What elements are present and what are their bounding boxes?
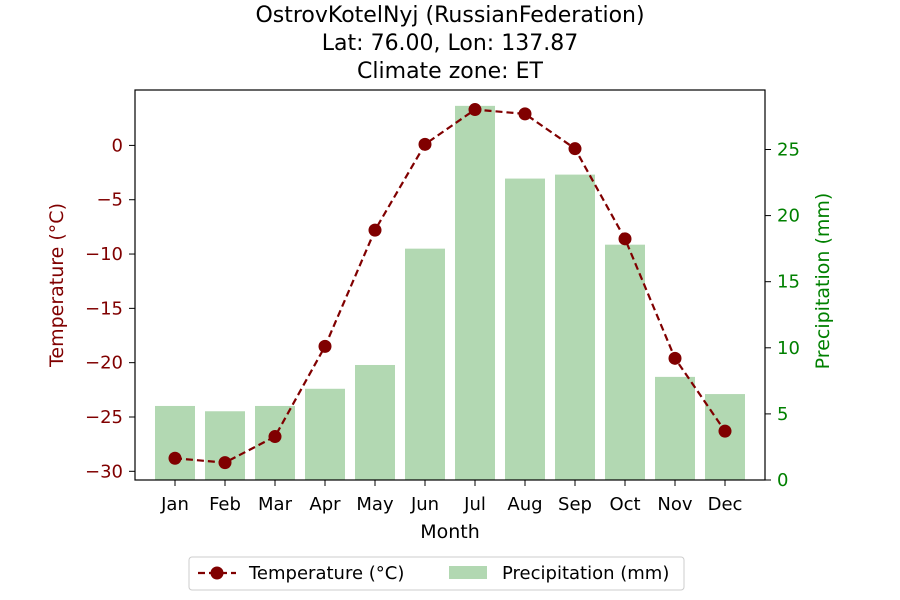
temperature-line — [168, 103, 732, 470]
x-tick-label-may: May — [356, 494, 394, 515]
plot-frame — [134, 89, 766, 481]
y-right-tick-label: 20 — [777, 206, 800, 227]
x-tick-label-apr: Apr — [309, 494, 341, 515]
y-axis-left-label: Temperature (°C) — [46, 203, 68, 368]
chart-title-line-3: Climate zone: ET — [357, 59, 543, 84]
x-axis-label: Month — [420, 521, 480, 543]
y-right-tick-label: 25 — [777, 139, 800, 160]
x-tick-label-dec: Dec — [708, 494, 743, 515]
precipitation-bar-jun — [405, 248, 445, 480]
temperature-point-jun — [418, 137, 432, 151]
x-tick-label-feb: Feb — [209, 494, 241, 515]
legend-frame — [188, 556, 685, 591]
temperature-point-may — [368, 223, 382, 237]
temperature-point-nov — [668, 351, 682, 365]
temperature-point-dec — [718, 424, 732, 438]
legend-precipitation-label: Precipitation (mm) — [502, 563, 669, 584]
precipitation-bar-may — [355, 364, 395, 480]
temperature-point-mar — [268, 430, 282, 444]
x-axis-ticks: Jan Feb Mar Apr May Jun Jul Aug Sep Oct Nov Dec — [160, 480, 742, 515]
y-left-tick-label: −20 — [85, 353, 123, 374]
y-left-tick-label: 0 — [112, 135, 123, 156]
x-tick-label-mar: Mar — [258, 494, 293, 515]
precipitation-bars — [155, 105, 745, 480]
precipitation-bar-feb — [205, 411, 245, 480]
y-right-tick-label: 0 — [777, 470, 788, 491]
chart-title-line-2: Lat: 76.00, Lon: 137.87 — [322, 31, 578, 56]
y-left-tick-label: −10 — [85, 244, 123, 265]
chart-title-line-1: OstrovKotelNyj (RussianFederation) — [255, 3, 644, 28]
x-tick-label-jul: Jul — [463, 494, 486, 515]
y-left-tick-label: −25 — [85, 407, 123, 428]
y-left-tick-label: −15 — [85, 298, 123, 319]
precipitation-bar-jul — [455, 105, 495, 480]
temperature-point-jan — [168, 451, 182, 465]
x-tick-label-sep: Sep — [558, 494, 592, 515]
precipitation-bar-aug — [505, 178, 545, 480]
precipitation-bar-jan — [155, 405, 195, 480]
legend-temperature-swatch-marker — [210, 566, 224, 580]
x-tick-label-oct: Oct — [609, 494, 640, 515]
precipitation-bar-apr — [305, 388, 345, 480]
precipitation-bar-sep — [555, 174, 595, 480]
x-tick-label-aug: Aug — [507, 494, 542, 515]
y-axis-right-ticks: 0 5 10 15 20 25 — [765, 139, 800, 491]
y-axis-left-ticks: 0 −5 −10 −15 −20 −25 −30 — [85, 135, 135, 482]
temperature-point-jul — [468, 103, 482, 117]
temperature-point-aug — [518, 107, 532, 121]
y-axis-right-label: Precipitation (mm) — [812, 193, 834, 370]
y-left-tick-label: −5 — [96, 190, 123, 211]
legend-temperature-label: Temperature (°C) — [248, 563, 404, 584]
temperature-point-oct — [618, 232, 632, 246]
temperature-point-apr — [318, 339, 332, 353]
temperature-point-feb — [218, 456, 232, 470]
y-right-tick-label: 5 — [777, 404, 788, 425]
legend: Temperature (°C) Precipitation (mm) — [188, 556, 685, 591]
precipitation-bar-nov — [655, 376, 695, 480]
temperature-series-line — [174, 108, 726, 464]
temperature-point-sep — [568, 142, 582, 156]
y-right-tick-label: 15 — [777, 272, 800, 293]
x-tick-label-jan: Jan — [160, 494, 189, 515]
x-tick-label-jun: Jun — [410, 494, 439, 515]
legend-precipitation-swatch — [449, 566, 487, 579]
precipitation-bar-oct — [605, 244, 645, 480]
y-left-tick-label: −30 — [85, 461, 123, 482]
y-right-tick-label: 10 — [777, 338, 800, 359]
x-tick-label-nov: Nov — [657, 494, 692, 515]
